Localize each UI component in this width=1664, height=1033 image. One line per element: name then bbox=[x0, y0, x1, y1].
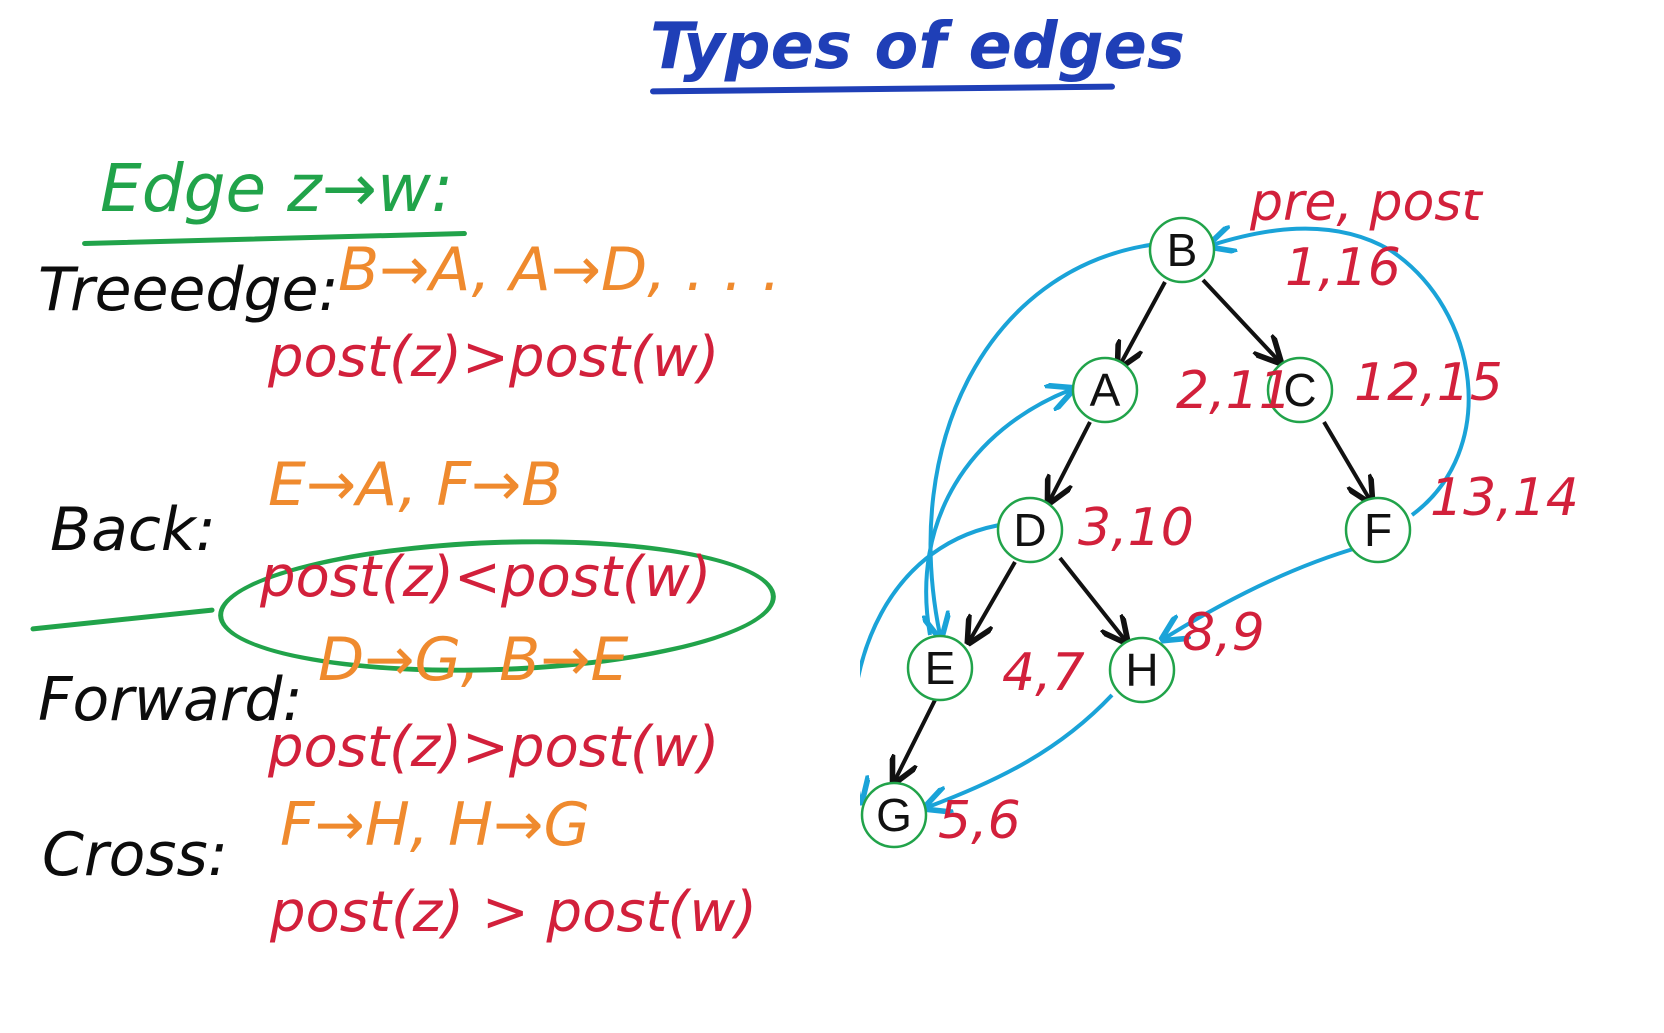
svg-text:D: D bbox=[1013, 504, 1046, 556]
edge-definition: Edge z→w: bbox=[100, 150, 454, 227]
edge-F-H bbox=[1165, 545, 1361, 638]
node-B: B bbox=[1148, 216, 1216, 284]
page-title: Types of edges bbox=[650, 10, 1185, 84]
node-G: G bbox=[860, 781, 928, 849]
prepost-H: 8,9 bbox=[1182, 603, 1265, 663]
prepost-B: 1,16 bbox=[1285, 238, 1401, 298]
svg-text:C: C bbox=[1283, 364, 1316, 416]
cross-edge-relation: post(z) > post(w) bbox=[270, 880, 757, 945]
prepost-G: 5,6 bbox=[938, 791, 1021, 851]
edge-D-H bbox=[1058, 556, 1125, 640]
prepost-F: 13,14 bbox=[1430, 468, 1579, 528]
edge-F-B bbox=[1212, 229, 1471, 517]
tree-edge-relation: post(z)>post(w) bbox=[268, 325, 720, 390]
edge-A-D bbox=[1050, 421, 1092, 500]
edge-B-A bbox=[1120, 281, 1167, 365]
back-edge-label: Back: bbox=[50, 495, 216, 565]
edge-D-E bbox=[970, 561, 1017, 640]
prepost-C: 12,15 bbox=[1354, 353, 1503, 413]
edge-E-G bbox=[895, 699, 937, 780]
title-underline bbox=[649, 83, 1116, 95]
dfs-graph: B A C D F E H G pre, post 1,16 2,11 12,1… bbox=[860, 190, 1579, 851]
node-D: D bbox=[996, 496, 1064, 564]
node-F: F bbox=[1344, 496, 1412, 564]
cross-edge-examples: F→H, H→G bbox=[280, 790, 590, 860]
edge-B-C bbox=[1201, 278, 1278, 360]
edge-C-F bbox=[1322, 420, 1370, 500]
node-C: C bbox=[1266, 356, 1334, 424]
edge-B-E bbox=[931, 243, 1151, 635]
cross-edge-label: Cross: bbox=[42, 820, 229, 890]
edge-E-A bbox=[924, 390, 1070, 636]
node-A: A bbox=[1071, 356, 1139, 424]
svg-text:A: A bbox=[1090, 364, 1121, 416]
forward-edge-relation: post(z)>post(w) bbox=[268, 715, 720, 780]
svg-text:B: B bbox=[1167, 224, 1198, 276]
back-underline bbox=[30, 607, 215, 632]
forward-edge-label: Forward: bbox=[38, 665, 303, 735]
edge-H-G bbox=[928, 693, 1114, 807]
back-edge-examples: E→A, F→B bbox=[268, 450, 563, 520]
node-H: H bbox=[1108, 636, 1176, 704]
prepost-E: 4,7 bbox=[1002, 643, 1085, 703]
tree-edge-examples: B→A, A→D, . . . bbox=[338, 235, 781, 305]
node-E: E bbox=[906, 634, 974, 702]
svg-text:E: E bbox=[925, 642, 956, 694]
prepost-A: 2,11 bbox=[1176, 361, 1292, 421]
legend-pre-post: pre, post bbox=[1249, 190, 1483, 233]
svg-text:H: H bbox=[1125, 644, 1158, 696]
prepost-D: 3,10 bbox=[1078, 498, 1194, 558]
back-edge-relation: post(z)<post(w) bbox=[260, 545, 712, 610]
tree-edge-label: Treeedge: bbox=[38, 255, 339, 325]
forward-edge-examples: D→G, B→E bbox=[318, 625, 629, 695]
svg-text:G: G bbox=[876, 789, 912, 841]
svg-text:F: F bbox=[1364, 504, 1392, 556]
edge-D-G bbox=[860, 520, 1031, 800]
